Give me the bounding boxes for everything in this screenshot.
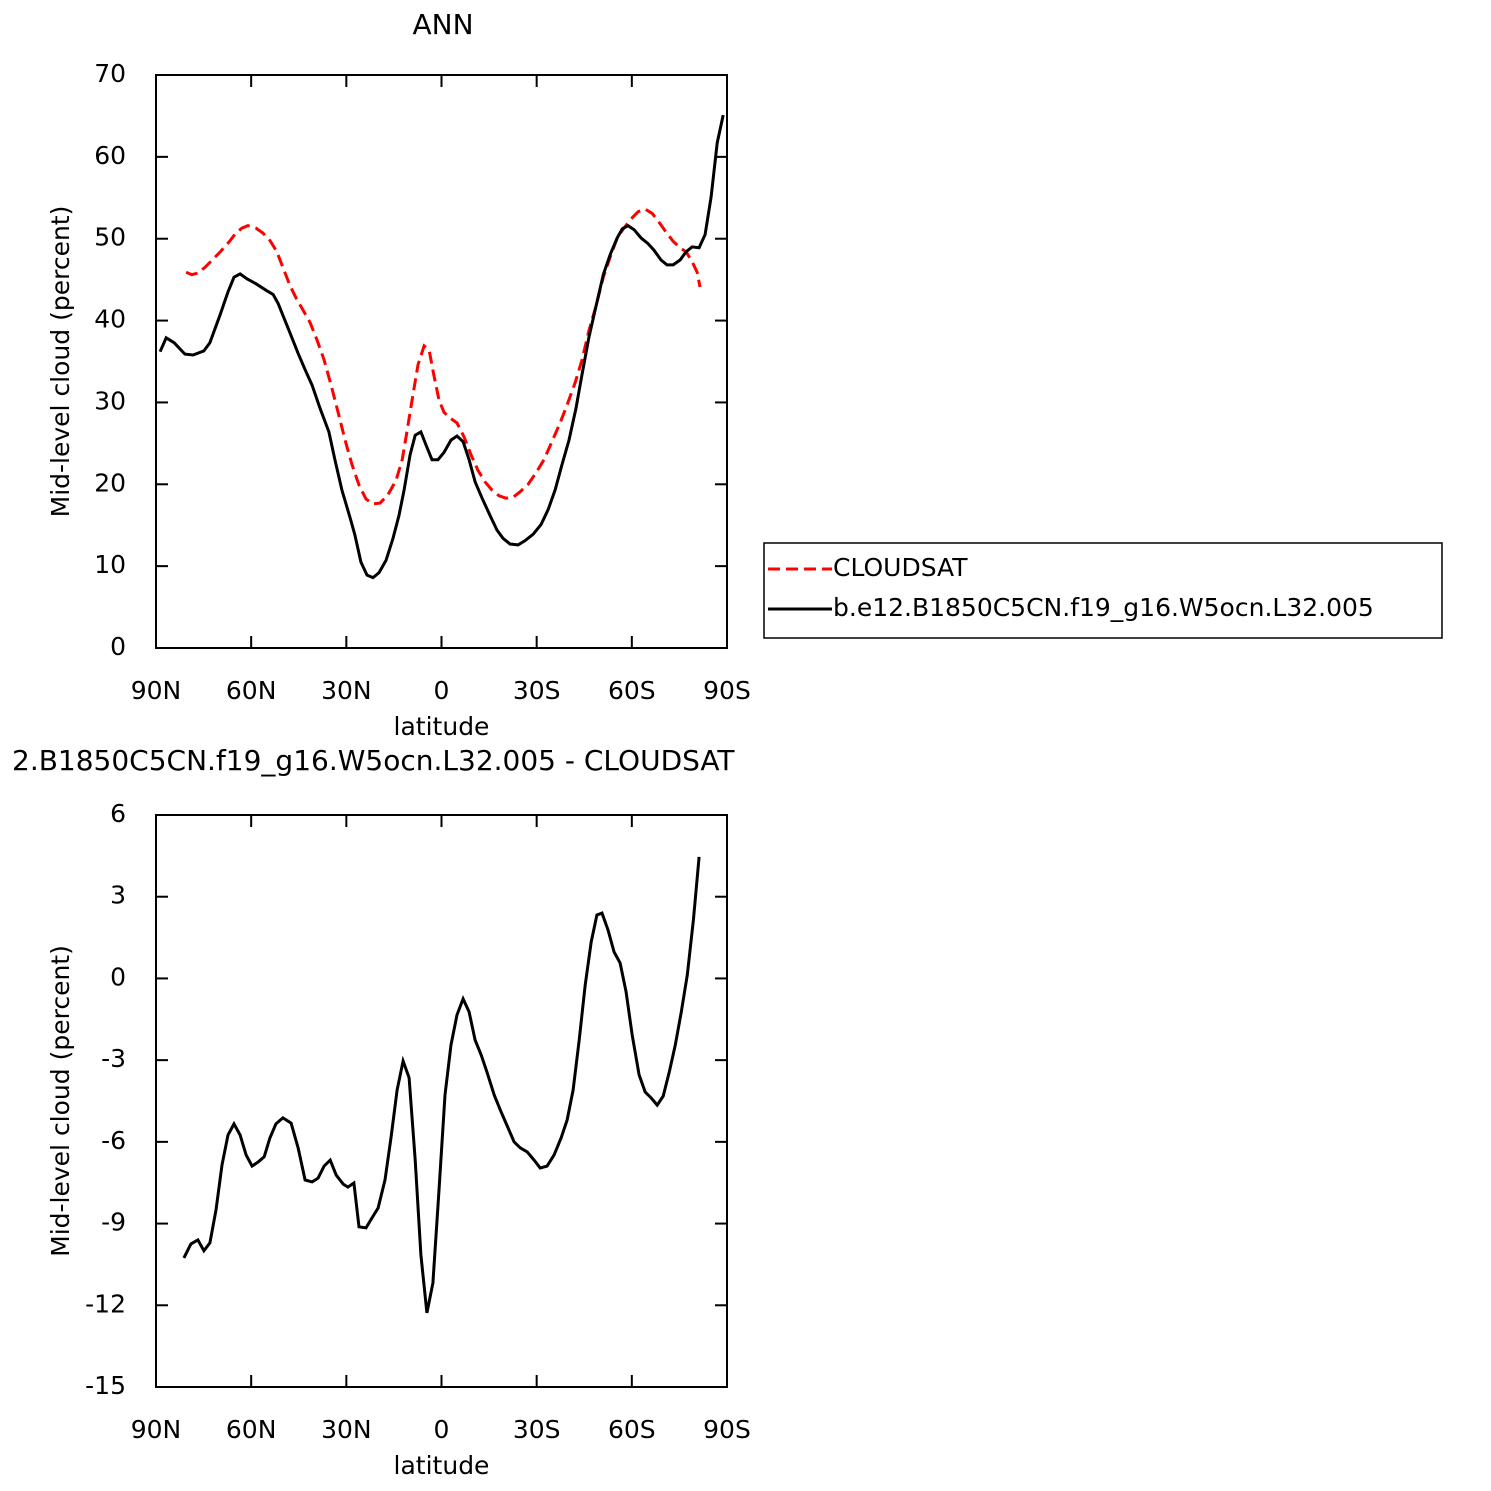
x-tick-label: 0 — [434, 1415, 450, 1444]
x-tick-label: 60N — [226, 1415, 277, 1444]
y-tick-label: 50 — [94, 223, 126, 252]
x-tick-label: 90N — [131, 1415, 182, 1444]
y-tick-label: 10 — [94, 550, 126, 579]
chart-title: 2.B1850C5CN.f19_g16.W5ocn.L32.005 - CLOU… — [12, 744, 735, 777]
x-tick-label: 90N — [131, 676, 182, 705]
x-tick-label: 30N — [321, 1415, 372, 1444]
legend-label: b.e12.B1850C5CN.f19_g16.W5ocn.L32.005 — [833, 593, 1374, 622]
data-line — [158, 114, 725, 580]
plot-frame — [155, 74, 728, 649]
x-tick-label: 0 — [434, 676, 450, 705]
y-tick-label: 0 — [110, 632, 126, 661]
data-line — [182, 856, 701, 1314]
x-axis-label: latitude — [394, 1451, 490, 1480]
legend: CLOUDSAT b.e12.B1850C5CN.f19_g16.W5ocn.L3… — [763, 542, 1443, 639]
y-tick-label: -6 — [101, 1126, 126, 1155]
legend-label: CLOUDSAT — [833, 553, 968, 582]
x-tick-label: 60S — [608, 676, 656, 705]
y-tick-label: 20 — [94, 468, 126, 497]
legend-box — [763, 542, 1443, 639]
y-tick-label: -15 — [85, 1371, 126, 1400]
x-axis-label: latitude — [394, 712, 490, 741]
y-tick-label: 60 — [94, 141, 126, 170]
x-tick-label: 30S — [513, 1415, 561, 1444]
y-tick-label: 6 — [110, 799, 126, 828]
data-line — [185, 207, 702, 506]
y-tick-label: -12 — [85, 1289, 126, 1318]
y-tick-label: 40 — [94, 305, 126, 334]
x-tick-label: 60S — [608, 1415, 656, 1444]
x-tick-label: 30S — [513, 676, 561, 705]
y-tick-label: 0 — [110, 962, 126, 991]
y-axis-label: Mid-level cloud (percent) — [46, 206, 75, 518]
y-tick-label: -3 — [101, 1044, 126, 1073]
x-tick-label: 90S — [703, 1415, 751, 1444]
y-axis-label: Mid-level cloud (percent) — [46, 945, 75, 1257]
y-tick-label: 70 — [94, 59, 126, 88]
plot-frame — [155, 814, 728, 1388]
y-tick-label: 30 — [94, 386, 126, 415]
x-tick-label: 60N — [226, 676, 277, 705]
chart-title: ANN — [412, 8, 473, 41]
x-tick-label: 90S — [703, 676, 751, 705]
y-tick-label: 3 — [110, 881, 126, 910]
y-tick-label: -9 — [101, 1208, 126, 1237]
x-tick-label: 30N — [321, 676, 372, 705]
